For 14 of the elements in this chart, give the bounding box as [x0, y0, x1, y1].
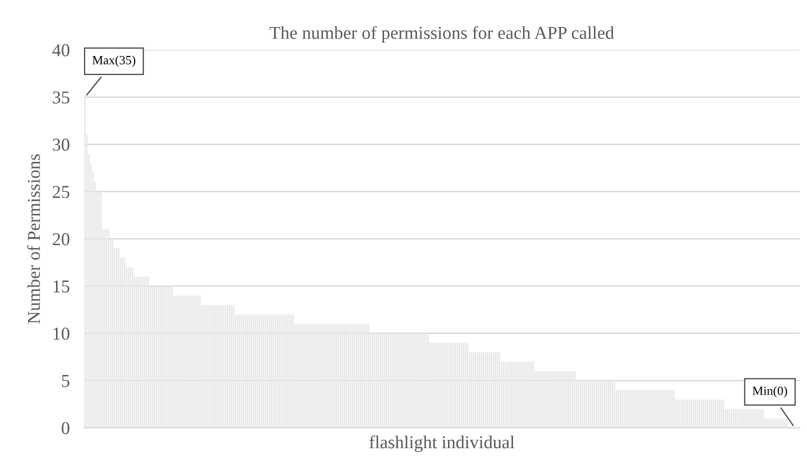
y-tick-label: 5: [62, 375, 70, 388]
y-tick-label: 20: [52, 233, 70, 246]
y-tick-label: 10: [54, 328, 70, 340]
y-axis-title: Number of Permissions: [27, 154, 40, 324]
y-tick-label: 25: [52, 186, 70, 198]
annotation: Max(35): [92, 56, 136, 67]
y-tick-label: 15: [54, 280, 70, 293]
y-tick-label: 0: [62, 422, 70, 434]
y-tick-label: 40: [52, 44, 70, 56]
y-tick-label: 35: [52, 91, 70, 104]
chart-title: The number of permissions for each APP called: [270, 26, 614, 43]
x-axis-title: flashlight individual: [369, 435, 514, 452]
annotation: Min(0): [752, 386, 788, 398]
y-tick-label: 30: [52, 138, 70, 151]
